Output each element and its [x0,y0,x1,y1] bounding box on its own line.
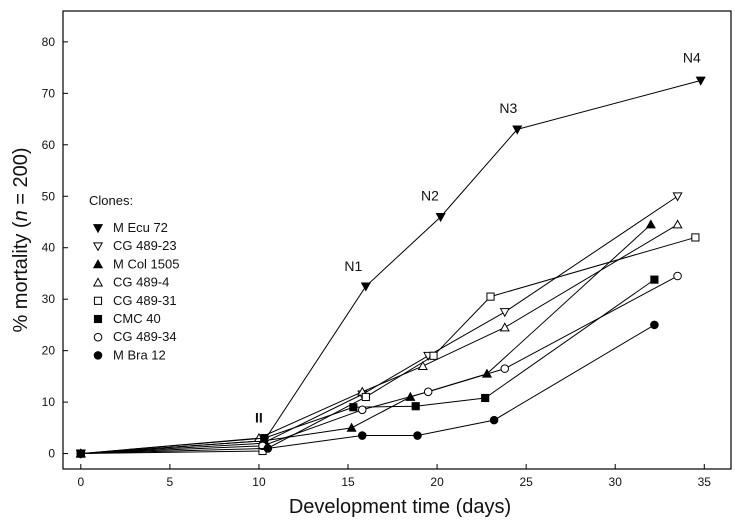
data-point [499,322,510,332]
legend-label: CG 489-34 [113,329,177,344]
data-point [263,444,273,453]
series-line [80,324,655,455]
data-point [489,415,499,425]
legend-label: M Ecu 72 [113,220,168,235]
legend-label: CG 489-23 [113,238,177,253]
data-point [650,320,659,330]
data-point [672,219,683,229]
x-tick-label: 10 [252,475,266,489]
annotation-label: N4 [683,49,701,65]
data-point [413,431,422,440]
plot-frame [62,10,732,470]
legend-item: M Bra 12 [93,347,166,362]
annotation-label: N2 [421,187,439,203]
legend-label: M Bra 12 [113,347,166,362]
y-tick-label: 0 [48,447,55,461]
y-axis-title-prefix: % mortality ( [10,221,32,332]
legend-marker [93,296,103,305]
y-axis: 0 10 20 30 40 50 60 70 80 [42,35,68,461]
x-tick-label: 15 [341,475,355,489]
x-axis: 0 5 10 15 20 25 30 35 [77,464,711,489]
y-axis-title-suffix: = 200) [10,147,32,210]
legend-item: CG 489-4 [92,275,169,290]
series-line [80,236,696,455]
y-tick-label: 70 [42,86,56,100]
legend-label: CG 489-4 [113,275,169,290]
x-tick-label: 30 [609,475,623,489]
annotation-layer: N1 N2 N3 N4 II [255,49,701,425]
data-point [361,392,370,402]
annotation-label: II [255,410,263,426]
y-tick-label: 10 [42,395,56,409]
data-point [346,422,357,432]
legend-item: M Ecu 72 [92,220,168,235]
data-point [76,449,86,458]
data-point [512,125,523,135]
legend-marker [92,224,104,234]
data-point [357,405,367,415]
legend-marker [92,277,104,287]
data-point [357,431,367,440]
y-tick-label: 20 [42,344,56,358]
legend-item: CMC 40 [93,311,161,326]
legend-label: CMC 40 [113,311,161,326]
annotation-label: N3 [499,100,517,116]
series-7 [76,320,659,458]
data-point [645,219,656,229]
y-tick-label: 50 [42,189,56,203]
series-line [80,279,655,455]
y-tick-label: 60 [42,138,56,152]
data-point [349,403,358,412]
legend-marker [93,351,103,360]
data-point [411,402,420,411]
y-axis-title-n: n [10,210,32,221]
series-line [80,195,678,455]
legend-item: CG 489-34 [93,329,177,344]
data-point [650,275,659,284]
data-point [435,212,446,223]
legend-item: M Col 1505 [92,256,179,271]
data-point [691,233,700,242]
y-axis-title: % mortality (n = 200) [10,147,32,332]
series-line [80,275,678,455]
legend-item: CG 489-31 [93,293,177,308]
y-tick-label: 40 [42,241,56,255]
y-tick-label: 80 [42,35,56,49]
x-axis-title: Development time (days) [289,496,511,518]
x-tick-label: 20 [430,475,444,489]
data-point [481,393,490,403]
data-point [672,192,683,202]
legend-marker [93,314,103,324]
legend-marker [93,332,103,342]
legend-marker [92,259,104,269]
legend-label: CG 489-31 [113,293,177,308]
legend: Clones: M Ecu 72 CG 489-23 M Col 1505 CG 48… [89,193,179,362]
y-tick-label: 30 [42,292,56,306]
data-point [500,364,510,373]
x-tick-label: 35 [698,475,712,489]
data-point [260,434,269,443]
data-point [429,351,438,360]
x-tick-label: 0 [77,475,84,489]
data-point [499,308,510,318]
legend-item: CG 489-23 [92,238,177,253]
legend-label: M Col 1505 [113,256,179,271]
data-point [673,271,682,281]
legend-title: Clones: [89,193,133,208]
data-point [423,387,433,397]
series-layer [75,76,706,459]
legend-marker [92,242,104,252]
annotation-label: N1 [344,258,362,274]
data-point [486,292,495,301]
data-point [360,282,371,292]
series-line [80,224,652,455]
data-point [417,360,428,370]
x-tick-label: 25 [519,475,533,489]
data-point [695,76,706,86]
x-tick-label: 5 [167,475,174,489]
